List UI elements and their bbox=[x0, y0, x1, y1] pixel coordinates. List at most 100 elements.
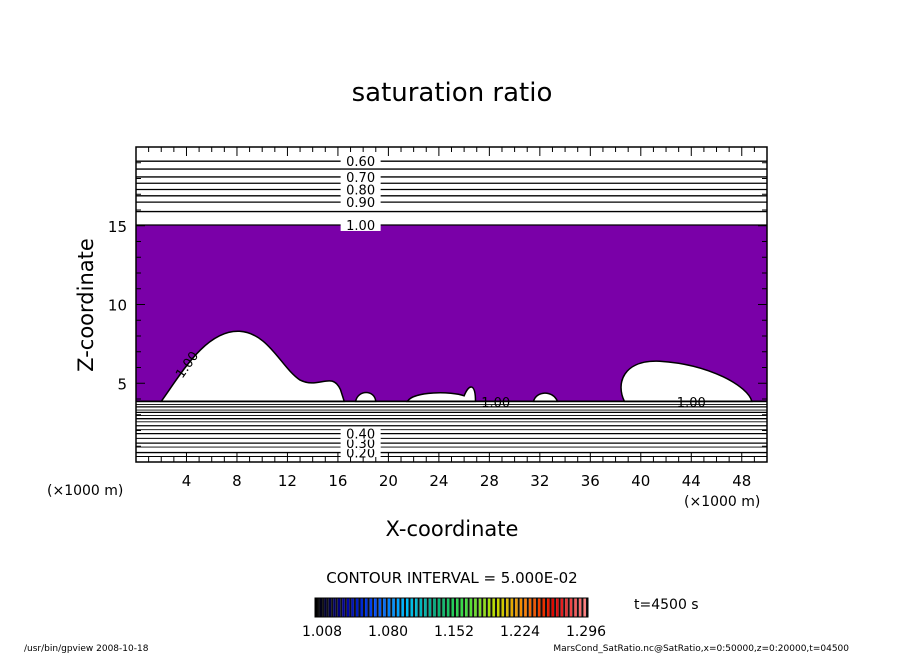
colorbar-gap bbox=[408, 598, 411, 617]
colorbar-stripe bbox=[524, 598, 527, 617]
colorbar-stripe bbox=[328, 598, 332, 617]
colorbar-stripe bbox=[419, 598, 423, 617]
colorbar-stripe bbox=[456, 598, 459, 617]
footer-left: /usr/bin/gpview 2008-10-18 bbox=[24, 644, 149, 654]
colorbar-stripe bbox=[487, 598, 491, 617]
colorbar-gap bbox=[572, 598, 575, 617]
unsaturated-bubble bbox=[159, 330, 346, 403]
colorbar-stripe bbox=[497, 598, 500, 617]
colorbar-stripe bbox=[369, 598, 373, 617]
colorbar-stripe bbox=[501, 598, 505, 617]
colorbar-stripe bbox=[396, 598, 400, 617]
plot-area: 0.600.700.800.90 1.00 0.200.300.40 1.00 1.00… bbox=[136, 154, 767, 462]
colorbar-gap bbox=[463, 598, 466, 617]
colorbar-tick-label: 1.008 bbox=[302, 624, 342, 640]
colorbar-gap bbox=[435, 598, 438, 617]
colorbar-gap bbox=[454, 598, 457, 617]
x-tick-label: 8 bbox=[232, 472, 242, 490]
colorbar-stripe bbox=[578, 598, 582, 617]
colorbar-gap bbox=[326, 598, 329, 617]
colorbar-stripe bbox=[315, 598, 318, 617]
colorbar-stripe bbox=[355, 598, 359, 617]
x-tick-label: 48 bbox=[732, 472, 751, 490]
contour-label: 0.40 bbox=[346, 428, 375, 443]
y-tick-label: 15 bbox=[108, 218, 127, 236]
y-axis-label: Z-coordinate bbox=[74, 238, 98, 372]
x-tick-label: 4 bbox=[182, 472, 192, 490]
colorbar-stripe bbox=[451, 598, 455, 617]
colorbar-gap bbox=[522, 598, 525, 617]
colorbar-gap bbox=[494, 598, 497, 617]
colorbar-gap bbox=[376, 598, 379, 617]
colorbar-gap bbox=[399, 598, 402, 617]
colorbar-gap bbox=[508, 598, 511, 617]
contour-label: 0.30 bbox=[346, 437, 375, 452]
colorbar-stripe bbox=[428, 598, 432, 617]
contour-label-bg bbox=[340, 169, 381, 183]
colorbar-gap bbox=[458, 598, 461, 617]
colorbar-stripe bbox=[437, 598, 441, 617]
colorbar-stripe bbox=[574, 598, 577, 617]
colorbar-stripe bbox=[424, 598, 427, 617]
time-label: t=4500 s bbox=[634, 597, 699, 613]
y-tick-label: 5 bbox=[117, 375, 127, 393]
colorbar-frame bbox=[314, 597, 589, 618]
colorbar-gap bbox=[540, 598, 543, 617]
x-tick-label: 32 bbox=[530, 472, 549, 490]
colorbar-gap bbox=[481, 598, 484, 617]
colorbar-stripe bbox=[333, 598, 336, 617]
colorbar-stripe bbox=[342, 598, 345, 617]
colorbar-gap bbox=[558, 598, 561, 617]
colorbar-gap bbox=[490, 598, 493, 617]
contour-label: 1.00 bbox=[677, 396, 706, 411]
colorbar-stripe bbox=[351, 598, 354, 617]
colorbar-gap bbox=[344, 598, 347, 617]
colorbar-stripe bbox=[365, 598, 368, 617]
contour-label: 0.60 bbox=[346, 155, 375, 170]
colorbar-stripe bbox=[392, 598, 395, 617]
colorbar-gap bbox=[545, 598, 548, 617]
colorbar-gap bbox=[576, 598, 579, 617]
x-tick-label: 16 bbox=[328, 472, 347, 490]
colorbar-stripe bbox=[406, 598, 409, 617]
colorbar-stripe bbox=[542, 598, 546, 617]
colorbar-gap bbox=[549, 598, 552, 617]
colorbar-stripe bbox=[506, 598, 509, 617]
x-tick-label: 12 bbox=[278, 472, 297, 490]
colorbar-gap bbox=[513, 598, 516, 617]
colorbar-gap bbox=[390, 598, 393, 617]
contour-label: 0.70 bbox=[346, 171, 375, 186]
colorbar-stripe bbox=[533, 598, 536, 617]
contour-label: 0.80 bbox=[346, 184, 375, 199]
colorbar-stripe bbox=[510, 598, 514, 617]
colorbar-stripe bbox=[410, 598, 414, 617]
colorbar-gap bbox=[422, 598, 425, 617]
colorbar-stripe bbox=[442, 598, 445, 617]
colorbar-gap bbox=[449, 598, 452, 617]
colorbar-tick-label: 1.080 bbox=[368, 624, 408, 640]
colorbar-stripe bbox=[383, 598, 386, 617]
colorbar-gap bbox=[385, 598, 388, 617]
colorbar-gap bbox=[349, 598, 352, 617]
colorbar-gap bbox=[585, 598, 588, 617]
contour-label: 1.00 bbox=[481, 396, 510, 411]
y-tick-label: 10 bbox=[108, 297, 127, 315]
colorbar-tick-label: 1.296 bbox=[566, 624, 606, 640]
colorbar-gap bbox=[358, 598, 361, 617]
contour-label-bg bbox=[340, 154, 381, 168]
colorbar-stripe bbox=[319, 598, 323, 617]
colorbar-gap bbox=[381, 598, 384, 617]
colorbar-stripe bbox=[556, 598, 559, 617]
colorbar-gap bbox=[353, 598, 356, 617]
x-tick-label: 36 bbox=[581, 472, 600, 490]
colorbar-stripe bbox=[474, 598, 477, 617]
contour-label-bg bbox=[340, 217, 381, 231]
x-unit-label-left: (×1000 m) bbox=[47, 483, 123, 499]
colorbar-stripe bbox=[565, 598, 568, 617]
colorbar-gap bbox=[554, 598, 557, 617]
colorbar-gap bbox=[322, 598, 325, 617]
colorbar-stripe bbox=[519, 598, 523, 617]
colorbar-stripe bbox=[374, 598, 377, 617]
colorbar-stripe bbox=[360, 598, 364, 617]
